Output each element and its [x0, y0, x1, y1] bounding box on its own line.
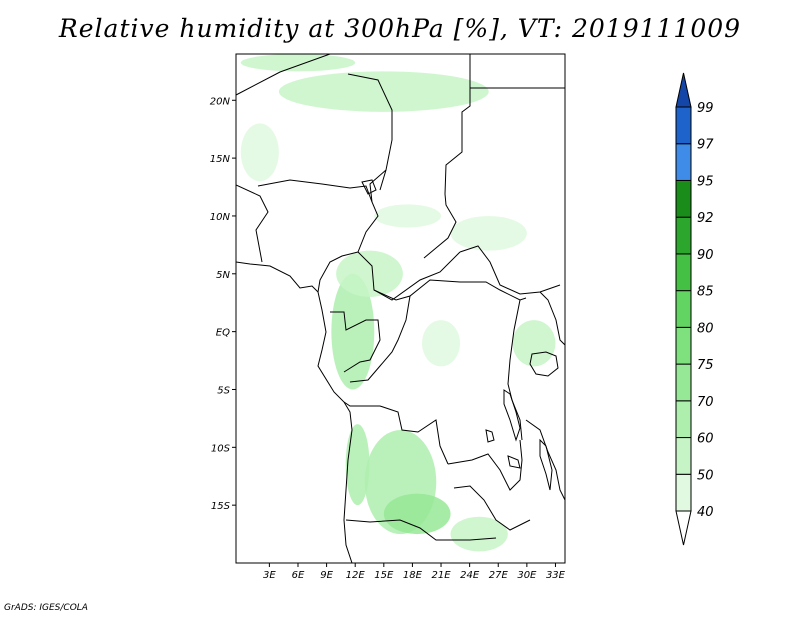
border-chad-car — [357, 251, 461, 301]
colorbar-box — [675, 106, 692, 145]
lat-tick-label: 15S — [211, 501, 231, 512]
colorbar-label: 75 — [697, 358, 714, 373]
border-uganda-kenya — [539, 291, 565, 346]
humidity-region-cameroon-band — [336, 250, 403, 297]
border-libya-niger — [347, 73, 393, 191]
colorbar-box — [675, 363, 692, 402]
border-drc-angola — [343, 401, 449, 465]
humidity-region-central-drc — [421, 320, 461, 367]
lake-chad — [361, 179, 377, 195]
colorbar-box — [675, 473, 692, 512]
lake-mweru — [485, 429, 495, 443]
colorbar-bottom-arrow — [675, 510, 692, 546]
lat-tick-label: 5S — [217, 385, 230, 396]
colorbar-box — [675, 253, 692, 292]
humidity-region-sudan-streak — [450, 215, 527, 251]
lat-tick-label: 5N — [216, 270, 230, 281]
humidity-region-chad-streak — [374, 204, 442, 228]
colorbar-label: 80 — [697, 321, 714, 336]
colorbar-label: 70 — [697, 395, 714, 410]
colorbar-label: 99 — [697, 101, 714, 116]
border-zambia-south — [453, 485, 531, 531]
border-tanzania — [525, 419, 565, 501]
longitude-axis: 3E 6E 9E 12E 15E 18E 21E 24E 27E 30E 33E — [263, 563, 566, 581]
lat-tick-label: 10S — [211, 443, 231, 454]
lon-tick-label: 27E — [489, 570, 509, 581]
lake-victoria — [529, 351, 559, 377]
lon-tick-label: 12E — [346, 570, 366, 581]
humidity-region-zambia-south — [450, 516, 508, 552]
lon-tick-label: 3E — [263, 570, 276, 581]
border-angola-namibia — [345, 519, 497, 541]
lake-malawi — [539, 438, 553, 491]
colorbar-box — [675, 290, 692, 328]
humidity-region-sahel-west — [240, 123, 279, 182]
humidity-region-coastal-angola — [345, 424, 370, 506]
humidity-region-kalahari-north — [383, 493, 451, 535]
colorbar-label: 40 — [697, 505, 714, 520]
colorbar-label: 95 — [697, 174, 714, 189]
lon-tick-label: 30E — [517, 570, 537, 581]
lake-kariba — [507, 455, 521, 469]
border-car-drc — [373, 279, 527, 301]
border-burkina-mali — [236, 184, 269, 263]
colorbar-label: 97 — [697, 138, 714, 153]
border-chad-sudan — [423, 193, 457, 259]
country-borders — [236, 54, 565, 563]
lon-tick-label: 21E — [432, 570, 452, 581]
border-algeria-east — [236, 54, 331, 96]
border-libya-egypt — [444, 54, 471, 195]
colorbar-label: 92 — [697, 211, 714, 226]
lat-tick-label: 15N — [210, 154, 231, 165]
colorbar-box — [675, 143, 692, 181]
colorbar-top-arrow — [675, 72, 692, 108]
lon-tick-label: 6E — [292, 570, 305, 581]
border-congo-drc — [349, 295, 411, 383]
lat-tick-label: 10N — [210, 212, 231, 223]
colorbar-label: 50 — [697, 468, 714, 483]
chart-title: Relative humidity at 300hPa [%], VT: 201… — [58, 14, 742, 43]
lon-tick-label: 18E — [403, 570, 423, 581]
lat-tick-label: EQ — [216, 328, 230, 339]
border-niger-nigeria — [257, 179, 373, 203]
border-gabon-congo — [330, 311, 381, 373]
colorbar-box — [675, 400, 692, 439]
lon-tick-label: 24E — [460, 570, 480, 581]
border-drc-east — [507, 299, 523, 441]
humidity-region-north-edge — [240, 54, 356, 72]
lon-tick-label: 33E — [546, 570, 566, 581]
latitude-axis: 20N 15N 10N 5N EQ 5S 10S 15S — [210, 96, 236, 512]
colorbar: 40 50 60 70 75 80 85 90 92 95 97 99 — [675, 72, 714, 546]
colorbar-box — [675, 179, 692, 218]
grads-credit: GrADS: IGES/COLA — [4, 603, 88, 613]
colorbar-box — [675, 216, 692, 255]
colorbar-label: 90 — [697, 248, 714, 263]
colorbar-label: 85 — [697, 285, 714, 300]
humidity-region-gabon-congo — [331, 273, 375, 390]
map-frame — [235, 53, 566, 564]
colorbar-label: 60 — [697, 432, 714, 447]
border-nigeria-cameroon — [317, 251, 359, 293]
colorbar-box — [675, 326, 692, 365]
border-drc-zambia — [447, 439, 523, 491]
lake-tanganyika — [503, 389, 521, 442]
coastline-west-africa — [236, 261, 353, 563]
lon-tick-label: 15E — [374, 570, 394, 581]
lon-tick-label: 9E — [320, 570, 333, 581]
humidity-region-lake-victoria — [512, 320, 556, 367]
lat-tick-label: 20N — [210, 96, 231, 107]
colorbar-box — [675, 437, 692, 475]
